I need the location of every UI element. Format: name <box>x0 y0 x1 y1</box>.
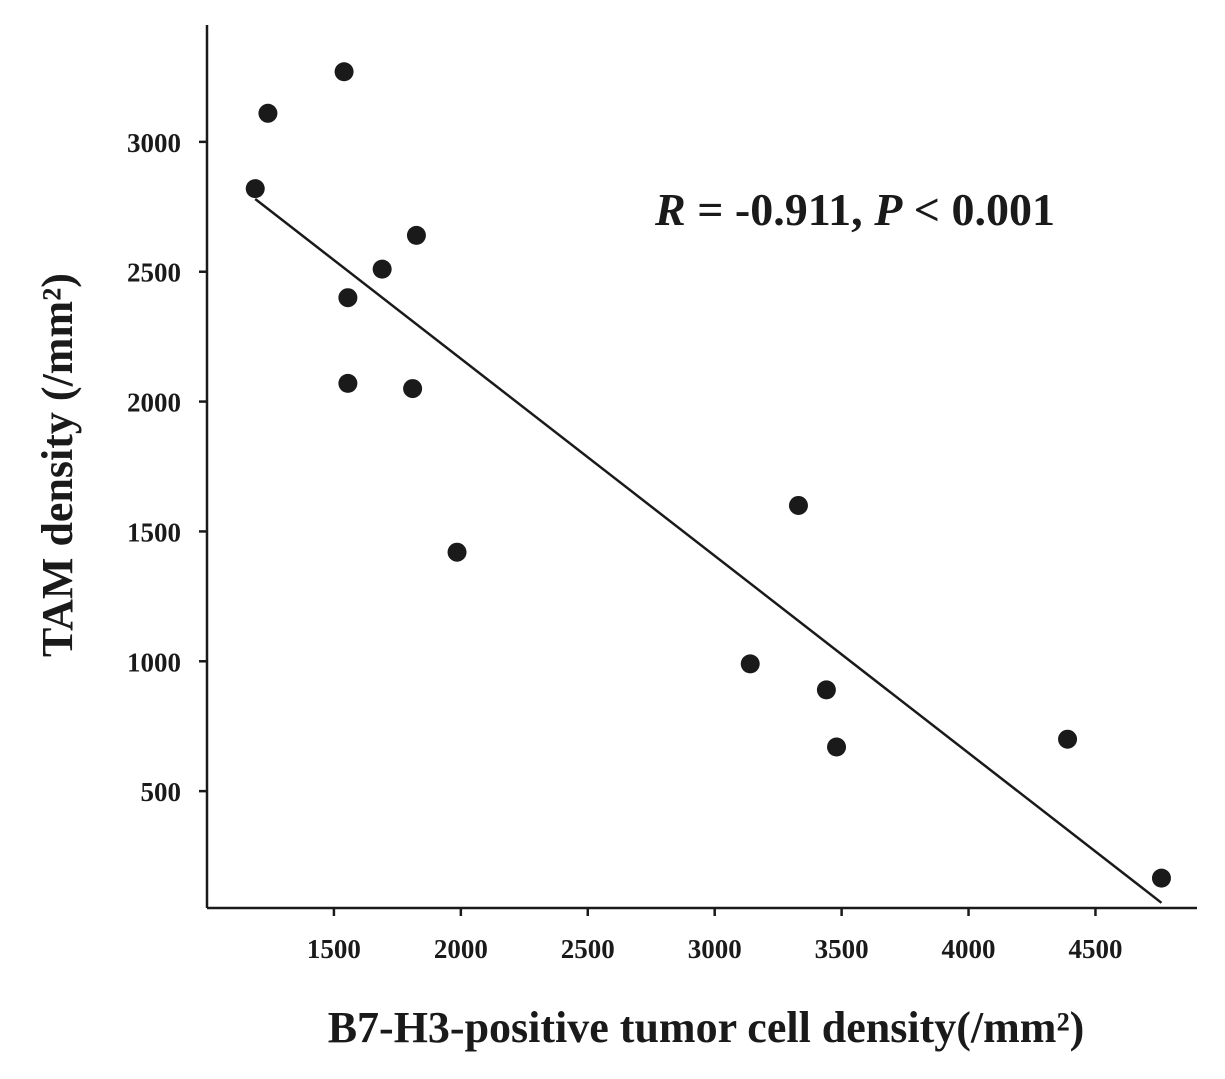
y-tick-label: 500 <box>141 777 182 807</box>
x-ticks: 1500 2000 2500 3000 3500 4000 4500 <box>307 908 1122 964</box>
r-symbol: R <box>654 184 686 235</box>
data-point <box>245 179 265 199</box>
p-symbol: P <box>873 184 903 235</box>
data-point <box>258 103 278 123</box>
x-tick-label: 1500 <box>307 934 361 964</box>
r-value: = -0.911, <box>686 184 875 235</box>
x-tick-label: 2000 <box>434 934 488 964</box>
data-point <box>1058 729 1078 749</box>
x-tick-label: 3000 <box>688 934 742 964</box>
y-tick-label: 2000 <box>127 388 181 418</box>
data-point <box>740 654 760 674</box>
x-axis-title: B7-H3-positive tumor cell density(/mm²) <box>328 1003 1085 1052</box>
data-point <box>1151 868 1171 888</box>
correlation-annotation: R = -0.911, P < 0.001 <box>654 184 1055 235</box>
x-tick-label: 2500 <box>561 934 615 964</box>
p-value: < 0.001 <box>902 184 1055 235</box>
data-point <box>372 259 392 279</box>
data-point <box>334 62 354 82</box>
axes <box>205 25 1197 910</box>
data-points <box>245 62 1171 888</box>
data-point <box>788 495 808 515</box>
y-tick-label: 2500 <box>127 258 181 288</box>
x-tick-label: 4500 <box>1068 934 1122 964</box>
x-tick-label: 4000 <box>942 934 996 964</box>
x-tick-label: 3500 <box>815 934 869 964</box>
y-ticks: 500 1000 1500 2000 2500 3000 <box>127 128 207 807</box>
data-point <box>403 379 423 399</box>
data-point <box>338 288 358 308</box>
y-tick-label: 1500 <box>127 517 181 547</box>
regression-line <box>254 198 1163 904</box>
data-point <box>827 737 847 757</box>
data-point <box>816 680 836 700</box>
y-axis-title: TAM density (/mm²) <box>33 273 82 657</box>
data-point <box>447 542 467 562</box>
data-point <box>406 225 426 245</box>
y-tick-label: 3000 <box>127 128 181 158</box>
data-point <box>338 373 358 393</box>
y-tick-label: 1000 <box>127 647 181 677</box>
